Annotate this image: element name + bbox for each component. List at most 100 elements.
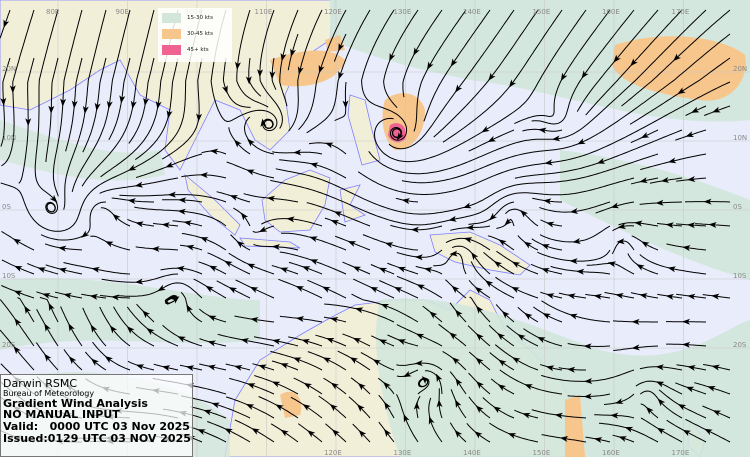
arrowhead-icon [135,221,144,228]
arrowhead-icon [354,307,364,314]
arrowhead-icon [106,100,113,110]
arrowhead-icon [657,398,666,407]
arrowhead-icon [171,296,180,304]
arrowhead-icon [667,157,677,164]
arrowhead-icon [380,303,390,310]
arrowhead-icon [322,357,332,364]
arrowhead-icon [372,359,382,366]
arrowhead-icon [197,429,206,435]
arrowhead-icon [247,383,256,389]
arrowhead-icon [450,58,458,67]
arrowhead-icon [128,164,137,171]
arrowhead-icon [466,224,475,231]
legend-swatch [162,13,181,23]
arrowhead-icon [410,226,419,233]
arrowhead-icon [236,240,245,249]
lon-label-top: 140E [463,8,481,16]
lat-label-left: 20N [2,65,16,73]
arrowhead-icon [474,286,483,295]
arrowhead-icon [330,382,339,390]
lat-label-right: 20N [733,65,747,73]
arrowhead-icon [60,98,67,107]
wind-15-30-area [330,0,750,122]
grid-labels: 80E90E100E110E120E120E130E130E140E140E15… [2,8,747,457]
arrowhead-icon [349,357,359,364]
philippines [347,94,381,166]
arrowhead-icon [660,177,670,183]
centre-name: Darwin RSMC [3,377,78,390]
arrowhead-icon [229,195,239,201]
lat-label-left: 10S [2,272,16,280]
arrowhead-icon [393,286,403,293]
legend-swatch [162,29,181,39]
arrowhead-icon [211,402,220,409]
arrowhead-icon [545,365,555,372]
arrowhead-icon [307,430,316,438]
arrowhead-icon [630,58,638,67]
arrowhead-icon [280,363,289,369]
arrowhead-icon [511,286,520,294]
arrowhead-icon [413,401,420,410]
legend-label: 45+ kts [187,47,209,53]
arrowhead-icon [269,71,276,80]
arrowhead-icon [13,346,21,355]
arrowhead-icon [234,61,241,70]
sulawesi [339,184,366,223]
arrowhead-icon [301,338,310,345]
arrowhead-icon [551,135,561,142]
arrowhead-icon [199,172,208,179]
arrowhead-icon [682,318,691,325]
arrowhead-icon [109,325,118,334]
arrowhead-icon [613,54,621,63]
arrowhead-icon [200,237,209,243]
arrowhead-icon [378,267,388,274]
lat-label-right: 10N [733,134,747,142]
arrowhead-icon [177,208,186,215]
legend: 15-30 kts 30-45 kts 45+ kts [158,8,232,62]
arrowhead-icon [209,148,219,155]
arrowhead-icon [448,215,457,222]
wind-15-30-area [0,277,260,350]
info-box: Darwin RSMC Bureau of Meteorology Gradie… [0,374,193,457]
arrowhead-icon [541,267,550,274]
arrowhead-icon [707,385,716,392]
wind-15-30-area [0,120,165,181]
lon-label-bottom: 160E [602,449,620,457]
arrowhead-icon [511,261,521,269]
arrowhead-icon [331,429,340,437]
lon-label-top: 150E [533,8,551,16]
wind-30-45-area [280,391,302,418]
arrowhead-icon [310,162,319,169]
arrowhead-icon [708,221,717,228]
lat-label-left: 20S [2,341,16,349]
arrowhead-icon [476,381,484,389]
lon-label-bottom: 170E [672,449,690,457]
legend-item-15-30: 15-30 kts [162,13,213,23]
arrowhead-icon [357,382,366,391]
arrowhead-icon [682,341,691,348]
arrowhead-icon [208,265,218,272]
arrowhead-icon [303,382,313,390]
lat-label-right: 10S [733,272,747,280]
arrowhead-icon [687,364,696,371]
arrowhead-icon [572,238,581,244]
arrowhead-icon [687,222,696,229]
arrowhead-icon [538,127,547,134]
arrowhead-icon [352,337,362,344]
arrowhead-icon [293,149,302,156]
arrowhead-icon [205,285,214,293]
streamline [362,234,419,251]
arrowhead-icon [687,293,696,300]
arrowhead-icon [142,310,151,319]
streamline [539,225,611,243]
lon-label-bottom: 140E [463,449,481,457]
arrowhead-icon [639,177,648,184]
arrowhead-icon [161,365,171,372]
arrowhead-icon [455,399,462,409]
valid-time: Valid: 0000 UTC 03 Nov 2025 [3,420,190,434]
lon-label-top: 130E [394,8,412,16]
arrowhead-icon [48,105,55,114]
arrowhead-icon [414,360,423,367]
arrowhead-icon [537,336,546,343]
arrowhead-icon [3,19,10,28]
